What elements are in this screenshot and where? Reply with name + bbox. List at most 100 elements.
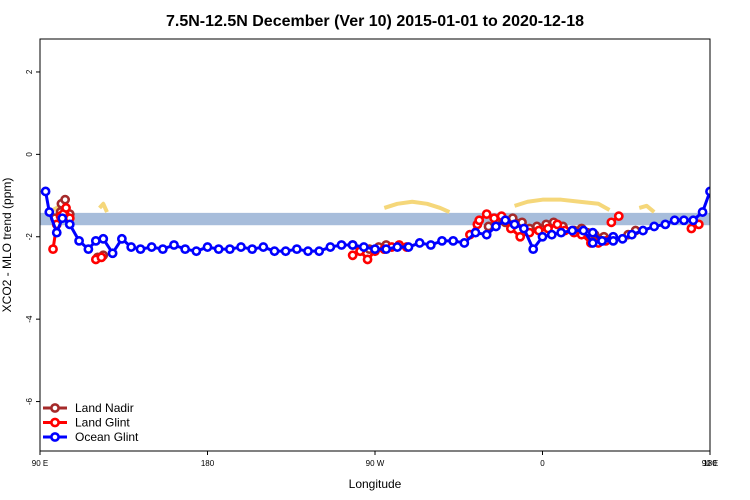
data-point <box>191 246 202 257</box>
data-point <box>613 211 624 222</box>
data-point <box>381 244 392 255</box>
data-point <box>649 221 660 232</box>
data-point <box>448 235 459 246</box>
legend-swatch-marker <box>50 417 60 428</box>
data-point <box>44 207 55 217</box>
data-point <box>725 221 732 228</box>
legend-label: Land Glint <box>75 416 130 430</box>
data-point <box>157 244 168 255</box>
data-point <box>528 244 539 255</box>
data-point <box>731 221 738 228</box>
y-tick-label: -6 <box>25 397 34 405</box>
land-mask-line <box>383 199 451 214</box>
land-mask-line <box>716 206 740 214</box>
data-point <box>61 203 71 213</box>
data-point <box>491 221 501 232</box>
x-tick-label: 180 <box>201 459 215 468</box>
legend-item: Ocean Glint <box>43 430 139 444</box>
data-point <box>578 225 589 236</box>
data-point <box>459 238 470 248</box>
data-point <box>606 217 617 228</box>
series-line <box>732 200 741 214</box>
data-point <box>48 244 58 255</box>
x-tick-label: 90 W <box>366 459 385 468</box>
data-point <box>474 215 485 226</box>
data-point <box>714 208 721 215</box>
data-point <box>392 242 403 252</box>
data-point <box>107 248 118 259</box>
data-point <box>686 223 697 234</box>
series-ocean-glint <box>40 186 750 259</box>
data-point <box>500 215 511 226</box>
data-point <box>679 215 689 226</box>
data-point <box>126 242 137 252</box>
data-point <box>556 227 567 238</box>
data-point <box>660 219 671 230</box>
data-point <box>509 219 520 230</box>
data-point <box>180 244 191 255</box>
y-tick-label: 2 <box>25 69 34 74</box>
data-point <box>314 246 325 257</box>
data-point <box>224 244 235 255</box>
data-point <box>537 231 548 242</box>
data-point <box>515 231 526 242</box>
series-layer <box>40 186 750 265</box>
legend-label: Land Nadir <box>75 401 134 415</box>
data-point <box>98 233 109 244</box>
data-point <box>745 246 750 253</box>
data-point <box>729 200 736 207</box>
x-tick-label: 90 E <box>702 459 718 468</box>
data-point <box>587 238 598 248</box>
data-point <box>280 246 291 257</box>
data-point <box>597 235 607 246</box>
data-point <box>481 229 492 240</box>
data-point <box>51 227 62 238</box>
data-point <box>83 244 94 255</box>
data-point <box>347 250 358 261</box>
legend-swatch-marker <box>50 432 60 442</box>
data-point <box>489 213 500 224</box>
y-axis-label: XCO2 - MLO trend (ppm) <box>0 178 14 313</box>
series-line <box>723 212 730 218</box>
data-point <box>552 219 563 230</box>
data-point <box>719 215 726 222</box>
y-tick-label: 0 <box>25 152 34 157</box>
data-point <box>626 229 637 240</box>
data-point <box>403 242 414 252</box>
data-point <box>688 215 699 226</box>
y-axis: 2 0 -2 -4 -6 <box>25 69 40 405</box>
data-point <box>135 244 146 255</box>
data-point <box>325 242 336 252</box>
data-point <box>587 227 598 238</box>
data-point <box>362 254 373 265</box>
data-point <box>732 196 739 203</box>
land-mask-line <box>638 203 656 214</box>
data-point <box>617 233 628 244</box>
data-point <box>732 211 739 218</box>
series-line <box>725 208 742 249</box>
data-point <box>518 223 529 234</box>
legend-swatch-marker <box>50 403 60 413</box>
x-tick-label: 0 <box>540 459 545 468</box>
data-point <box>736 237 743 244</box>
data-point <box>60 194 71 205</box>
data-point <box>236 242 246 252</box>
data-point <box>146 242 157 252</box>
data-point <box>96 252 107 263</box>
data-point <box>247 244 258 255</box>
data-point <box>546 229 557 240</box>
land-mask-line <box>513 197 611 212</box>
data-point <box>64 219 75 230</box>
data-point <box>437 235 447 246</box>
data-point <box>202 242 213 252</box>
data-point <box>725 215 732 222</box>
data-point <box>169 240 179 250</box>
data-point <box>90 235 101 246</box>
data-point <box>269 246 280 257</box>
data-point <box>116 233 127 244</box>
data-point <box>718 229 725 236</box>
data-point <box>481 209 492 219</box>
